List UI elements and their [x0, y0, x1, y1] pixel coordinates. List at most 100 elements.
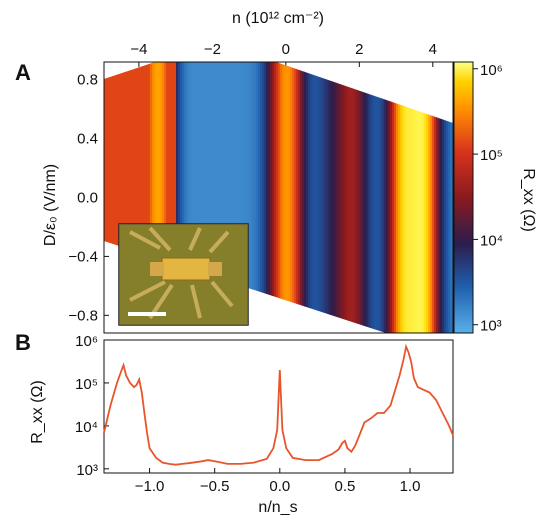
heatmap-column — [120, 62, 123, 333]
heatmap-column — [172, 62, 175, 333]
heatmap-column — [248, 62, 251, 333]
heatmap-column — [334, 62, 337, 333]
top-x-tick-label: 0 — [282, 41, 290, 58]
heatmap-column — [284, 62, 287, 333]
heatmap-column — [276, 62, 279, 333]
heatmap-column — [156, 62, 159, 333]
heatmap-column — [138, 62, 141, 333]
b-y-tick-label: 10⁴ — [75, 419, 98, 436]
heatmap-column — [430, 62, 433, 333]
heatmap-column — [354, 62, 357, 333]
heatmap-column — [340, 62, 343, 333]
heatmap-column — [180, 62, 183, 333]
heatmap-column — [110, 62, 113, 333]
top-x-tick-label: 4 — [429, 41, 437, 58]
heatmap-column — [116, 62, 119, 333]
heatmap-column — [328, 62, 331, 333]
panel-b-frame — [103, 339, 454, 474]
heatmap-column — [288, 62, 291, 333]
heatmap-column — [438, 62, 441, 333]
b-x-tick-label: −1.0 — [135, 478, 165, 495]
heatmap-column — [394, 62, 397, 333]
heatmap-column — [318, 62, 321, 333]
heatmap-column — [432, 62, 435, 333]
heatmap-column — [450, 62, 453, 333]
heatmap-column — [196, 62, 199, 333]
heatmap-column — [314, 62, 317, 333]
heatmap-column — [206, 62, 209, 333]
heatmap-column — [222, 62, 225, 333]
panel-b-x-ticks: −1.0 −0.5 0.0 0.5 1.0 — [135, 468, 420, 495]
a-y-tick-label: −0.4 — [68, 248, 98, 265]
heatmap-column — [322, 62, 325, 333]
heatmap-column — [442, 62, 445, 333]
heatmap-column — [406, 62, 409, 333]
heatmap-column — [388, 62, 391, 333]
heatmap-column — [166, 62, 169, 333]
heatmap-column — [134, 62, 137, 333]
heatmap-column — [280, 62, 283, 333]
heatmap-column — [380, 62, 383, 333]
heatmap-column — [130, 62, 133, 333]
device-inset-image — [118, 223, 249, 326]
heatmap-column — [308, 62, 311, 333]
heatmap-column — [344, 62, 347, 333]
heatmap-column — [242, 62, 245, 333]
heatmap-column — [338, 62, 341, 333]
heatmap-column — [230, 62, 233, 333]
heatmap-column — [128, 62, 131, 333]
heatmap-column — [234, 62, 237, 333]
heatmap-column — [214, 62, 217, 333]
colorbar — [453, 61, 474, 334]
heatmap-column — [186, 62, 189, 333]
heatmap-column — [200, 62, 203, 333]
heatmap-column — [106, 62, 109, 333]
heatmap-column — [178, 62, 181, 333]
heatmap-column — [220, 62, 223, 333]
heatmap-column — [350, 62, 353, 333]
heatmap-column — [152, 62, 155, 333]
heatmap-column — [376, 62, 379, 333]
a-y-tick-label: −0.8 — [68, 307, 98, 324]
heatmap-column — [268, 62, 271, 333]
heatmap-column — [444, 62, 447, 333]
heatmap-column — [104, 62, 107, 333]
heatmap-column — [226, 62, 229, 333]
heatmap-column — [302, 62, 305, 333]
heatmap-column — [182, 62, 185, 333]
heatmap-column — [212, 62, 215, 333]
top-x-axis-label: n (10¹² cm⁻²) — [232, 10, 324, 27]
heatmap-column — [330, 62, 333, 333]
heatmap-column — [132, 62, 135, 333]
colorbar-tick-label: 10⁵ — [480, 147, 503, 164]
heatmap-column — [136, 62, 139, 333]
heatmap-column — [428, 62, 431, 333]
heatmap-column — [154, 62, 157, 333]
heatmap-column — [252, 62, 255, 333]
heatmap-column — [342, 62, 345, 333]
heatmap-column — [122, 62, 125, 333]
heatmap-column — [158, 62, 161, 333]
heatmap-column — [108, 62, 111, 333]
heatmap-column — [324, 62, 327, 333]
panel-a-y-axis-label: D/ε₀ (V/nm) — [42, 164, 59, 246]
heatmap-column — [386, 62, 389, 333]
heatmap-column — [168, 62, 171, 333]
heatmap-column — [142, 62, 145, 333]
heatmap-column — [346, 62, 349, 333]
heatmap-column — [150, 62, 153, 333]
heatmap-column — [240, 62, 243, 333]
heatmap-column — [278, 62, 281, 333]
heatmap-column — [320, 62, 323, 333]
heatmap-column — [208, 62, 211, 333]
b-y-tick-label: 10³ — [76, 462, 98, 479]
heatmap-column — [140, 62, 143, 333]
colorbar-tick-label: 10³ — [480, 318, 502, 335]
heatmap-column — [416, 62, 419, 333]
heatmap-column — [244, 62, 247, 333]
colorbar-label: R_xx (Ω) — [520, 168, 537, 232]
heatmap-column — [210, 62, 213, 333]
heatmap-column — [418, 62, 421, 333]
rxx-line-series — [103, 343, 454, 466]
top-x-tick-label: −2 — [204, 41, 221, 58]
